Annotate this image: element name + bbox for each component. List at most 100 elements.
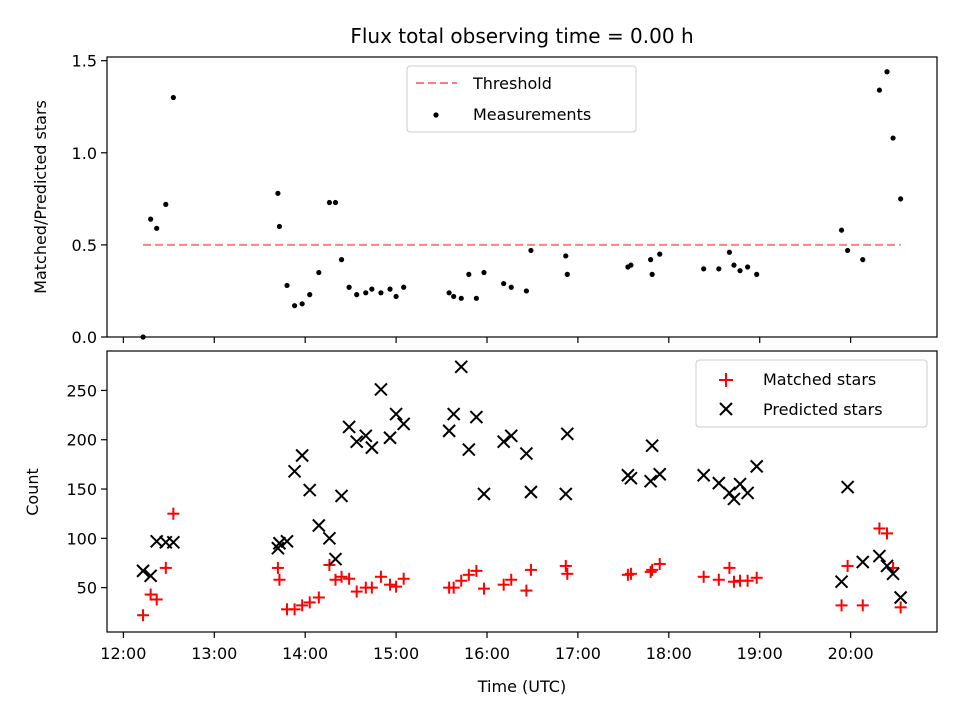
measurement-point: [446, 290, 452, 296]
matched-star-marker: [835, 599, 848, 612]
predicted-star-marker: [840, 480, 855, 494]
matched-star-marker: [150, 593, 163, 606]
measurement-point: [363, 290, 369, 296]
predicted-star-marker: [322, 531, 337, 546]
matched-star-marker: [697, 570, 710, 583]
predicted-star-marker: [303, 483, 317, 497]
matched-star-marker: [873, 522, 886, 535]
measurement-point: [307, 292, 313, 298]
predicted-star-marker: [383, 431, 397, 445]
counts-y-tick-label: 150: [66, 480, 97, 499]
counts-x-ticks: 12:00 13:00 14:00 15:00 16:00 17:00 18:00 19:00…: [100, 632, 874, 663]
matched-star-marker: [447, 581, 460, 594]
matched-star-marker: [167, 507, 180, 520]
predicted-star-marker: [643, 474, 658, 488]
matched-star-marker: [881, 527, 893, 540]
predicted-star-marker: [469, 410, 484, 424]
measurement-point: [701, 266, 707, 272]
counts-y-tick-label: 200: [66, 431, 97, 450]
measurement-point: [481, 269, 487, 276]
matched-star-marker: [271, 561, 284, 574]
predicted-star-marker: [349, 435, 364, 449]
matched-star-marker: [397, 572, 410, 585]
measurement-point: [326, 199, 333, 206]
legend-predicted-swatch: [719, 402, 733, 416]
legend-measurements-label: Measurements: [473, 105, 591, 124]
predicted-star-marker: [504, 429, 518, 443]
matched-star-marker: [350, 585, 363, 598]
matched-star-marker: [856, 599, 869, 612]
matched-star-marker: [303, 596, 316, 609]
measurement-point: [890, 135, 896, 141]
matched-star-marker: [841, 559, 854, 572]
measurement-point: [299, 301, 305, 307]
matched-star-marker: [470, 564, 483, 577]
matched-star-marker: [624, 567, 637, 580]
measurement-point: [378, 290, 384, 296]
matched-star-marker: [329, 573, 342, 586]
predicted-star-marker: [519, 446, 534, 461]
counts-x-tick-label: 14:00: [282, 644, 328, 663]
predicted-star-marker: [389, 407, 403, 421]
predicted-star-marker: [740, 486, 755, 500]
legend-threshold-label: Threshold: [472, 74, 552, 93]
counts-y-axis-label: Count: [23, 468, 42, 516]
measurement-point: [393, 293, 399, 300]
predicted-star-marker: [396, 417, 411, 431]
predicted-star-marker: [645, 438, 659, 453]
predicted-star-marker: [328, 552, 343, 566]
measurement-point: [876, 87, 883, 93]
matched-star-marker: [296, 599, 309, 612]
ratio-y-ticks: 0.0 0.5 1.0 1.5: [72, 52, 107, 347]
predicted-star-marker: [295, 448, 309, 463]
matched-star-marker: [894, 601, 907, 614]
matched-star-marker: [646, 563, 659, 576]
measurement-point: [737, 268, 743, 274]
matched-star-marker: [559, 559, 572, 572]
predicted-star-marker: [312, 518, 326, 533]
predicted-star-marker: [653, 467, 667, 481]
measurement-point: [726, 249, 733, 255]
measurement-point: [154, 225, 160, 231]
measurement-point: [838, 227, 845, 233]
predicted-star-marker: [559, 487, 573, 501]
matched-star-marker: [561, 567, 574, 580]
measurement-point: [140, 334, 146, 340]
measurement-point: [563, 253, 569, 259]
ratio-y-tick-label: 0.5: [72, 236, 97, 255]
predicted-star-marker: [365, 440, 379, 455]
matched-star-marker: [477, 582, 490, 595]
measurement-point: [648, 257, 654, 263]
matched-star-marker: [462, 568, 475, 581]
legend-measurements-swatch: [433, 112, 439, 118]
matched-star-marker: [288, 603, 301, 616]
counts-x-tick-label: 16:00: [464, 644, 510, 663]
counts-x-tick-label: 13:00: [191, 644, 237, 663]
predicted-star-marker: [880, 559, 894, 573]
measurement-point: [884, 69, 890, 75]
predicted-star-marker: [496, 435, 511, 449]
measurement-point: [745, 264, 751, 270]
matched-star-marker: [524, 563, 537, 576]
counts-x-tick-label: 17:00: [555, 644, 601, 663]
predicted-star-marker: [136, 564, 150, 578]
matched-star-marker: [497, 578, 510, 591]
ratio-y-tick-label: 1.5: [72, 52, 97, 71]
legend-predicted-label: Predicted stars: [763, 400, 883, 419]
predicted-star-marker: [893, 590, 908, 605]
measurement-point: [501, 280, 507, 287]
ratio-y-tick-label: 0.0: [72, 328, 97, 347]
measurement-point: [451, 293, 457, 300]
measurement-point: [276, 223, 283, 230]
measurement-point: [508, 284, 514, 290]
matched-star-marker: [335, 570, 348, 583]
legend-matched-swatch: [719, 373, 733, 387]
predicted-star-marker: [143, 569, 158, 583]
matched-star-marker: [374, 570, 387, 583]
measurement-point: [346, 284, 352, 290]
measurement-point: [523, 288, 529, 294]
matched-star-marker: [384, 578, 397, 591]
measurement-point: [354, 292, 360, 298]
measurement-point: [369, 286, 375, 292]
